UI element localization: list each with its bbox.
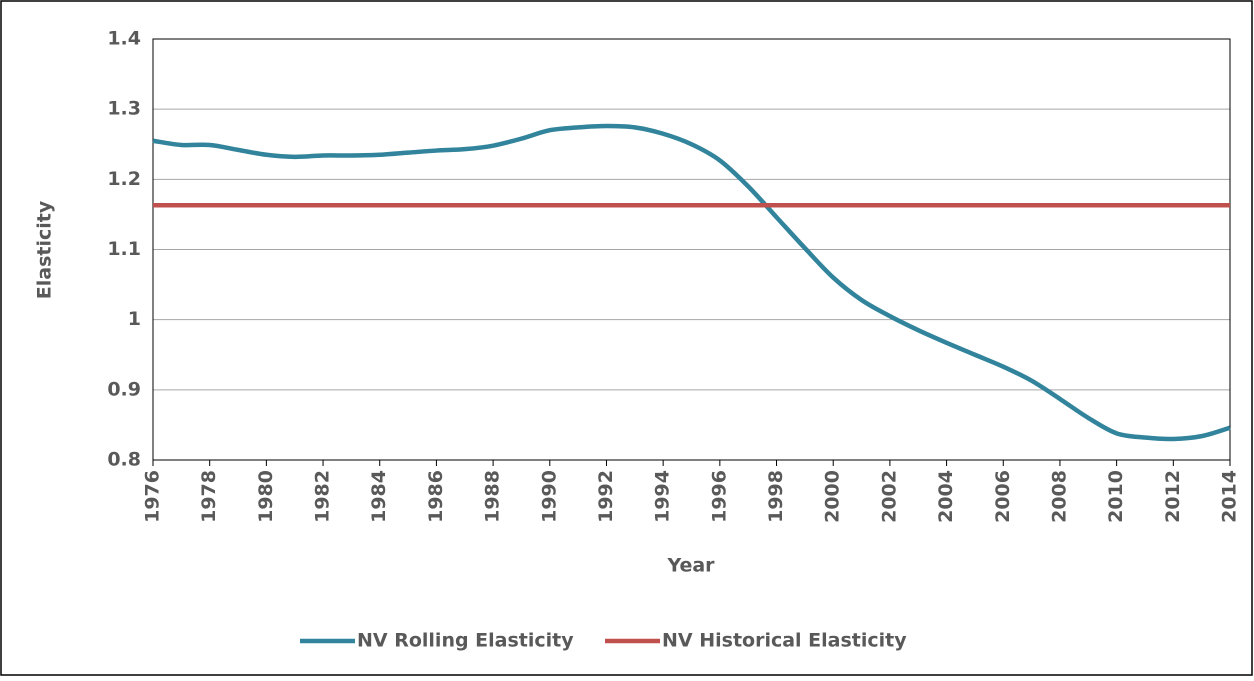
y-tick-label: 1.1 (107, 238, 141, 260)
x-tick-label: 1980 (255, 470, 277, 523)
x-tick-label: 2004 (935, 470, 957, 523)
x-tick-label: 1994 (652, 470, 674, 523)
series-line (152, 123, 1231, 442)
y-tick-label: 1.4 (107, 28, 141, 50)
x-tick-label: 1984 (368, 470, 390, 523)
x-tick-label: 2000 (822, 470, 844, 523)
x-tick-label: 1986 (425, 470, 447, 523)
x-tick-label: 1992 (595, 470, 617, 523)
x-tick-label: 2006 (992, 470, 1014, 523)
x-tick-label: 1990 (538, 470, 560, 523)
x-tick-label: 2008 (1048, 470, 1070, 523)
legend-label: NV Rolling Elasticity (357, 630, 574, 652)
x-axis-title: Year (666, 555, 715, 577)
x-tick-label: 2002 (878, 470, 900, 523)
y-tick-label: 1.3 (107, 98, 141, 120)
x-tick-label: 1978 (198, 470, 220, 523)
legend-label: NV Historical Elasticity (662, 630, 907, 652)
y-tick-label: 1 (128, 308, 141, 330)
y-axis-title: Elasticity (34, 200, 56, 299)
x-tick-label: 2012 (1162, 470, 1184, 523)
y-tick-label: 1.2 (107, 168, 141, 190)
x-tick-label: 1988 (482, 470, 504, 523)
x-tick-label: 1976 (142, 470, 164, 523)
x-tick-label: 1998 (765, 470, 787, 523)
x-tick-label: 2010 (1105, 470, 1127, 523)
plot-border (152, 38, 1231, 461)
x-tick-label: 1982 (312, 470, 334, 523)
y-tick-label: 0.8 (107, 449, 141, 471)
x-tick-label: 2014 (1219, 470, 1241, 523)
y-tick-label: 0.9 (107, 378, 141, 400)
x-tick-label: 1996 (708, 470, 730, 523)
